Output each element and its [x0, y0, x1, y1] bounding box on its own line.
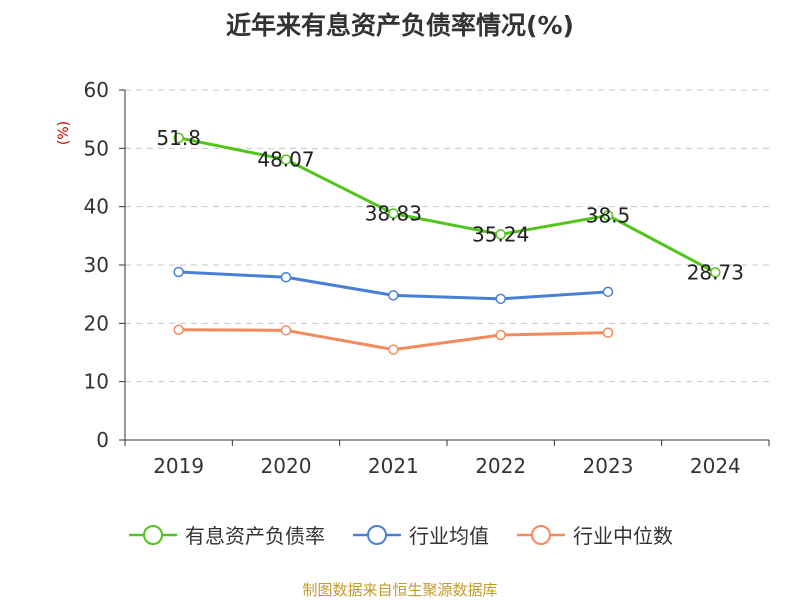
- y-tick-label: 60: [84, 78, 109, 102]
- data-point: [602, 327, 614, 338]
- data-label: 28.73: [687, 260, 744, 284]
- data-point: [710, 267, 721, 278]
- data-point: [495, 293, 506, 305]
- y-tick-label: 50: [84, 136, 109, 160]
- legend-line-marker-icon: [517, 524, 565, 545]
- legend-item-industry-median[interactable]: 行业中位数: [515, 520, 673, 549]
- data-point: [388, 344, 399, 355]
- y-tick-label: 10: [84, 370, 109, 394]
- y-tick-label: 0: [96, 428, 109, 452]
- legend-label: 有息资产负债率: [185, 524, 325, 548]
- source-footer: 制图数据来自恒生聚源数据库: [302, 581, 498, 599]
- chart-title: 近年来有息资产负债率情况(%): [226, 11, 574, 40]
- y-tick-label: 40: [84, 195, 109, 219]
- series-line: [178, 136, 717, 274]
- y-tick-label: 20: [84, 311, 109, 335]
- y-tick-label: 30: [84, 253, 109, 277]
- x-tick-label: 2019: [153, 454, 204, 478]
- legend-item-industry-mean[interactable]: 行业均值: [351, 520, 489, 549]
- data-label: 35.24: [472, 222, 529, 246]
- data-point: [173, 324, 184, 335]
- legend-label: 行业中位数: [573, 524, 673, 548]
- data-point: [495, 229, 506, 240]
- data-point: [388, 208, 399, 219]
- legend-line-marker-icon: [353, 524, 401, 545]
- data-point: [280, 154, 292, 165]
- x-tick-label: 2022: [475, 454, 526, 478]
- legend: 有息资产负债率 行业均值 行业中位数: [0, 520, 800, 549]
- x-tick-label: 2024: [690, 454, 741, 478]
- data-point: [495, 329, 506, 341]
- data-label: 48.07: [257, 148, 314, 172]
- data-point: [602, 210, 614, 221]
- legend-line-marker-icon: [129, 524, 177, 545]
- legend-item-interest-bearing-debt-ratio[interactable]: 有息资产负债率: [127, 520, 325, 549]
- data-point: [173, 266, 184, 278]
- data-point: [388, 290, 399, 301]
- x-tick-label: 2023: [583, 454, 634, 478]
- x-tick-label: 2020: [261, 454, 312, 478]
- data-label: 38.5: [586, 203, 631, 227]
- legend-label: 行业均值: [409, 524, 489, 548]
- data-label: 51.8: [156, 126, 201, 150]
- data-point: [173, 132, 184, 144]
- x-tick-label: 2021: [368, 454, 419, 478]
- data-point: [280, 325, 292, 336]
- data-point: [602, 286, 614, 298]
- data-label: 38.83: [365, 201, 422, 225]
- data-point: [280, 272, 292, 283]
